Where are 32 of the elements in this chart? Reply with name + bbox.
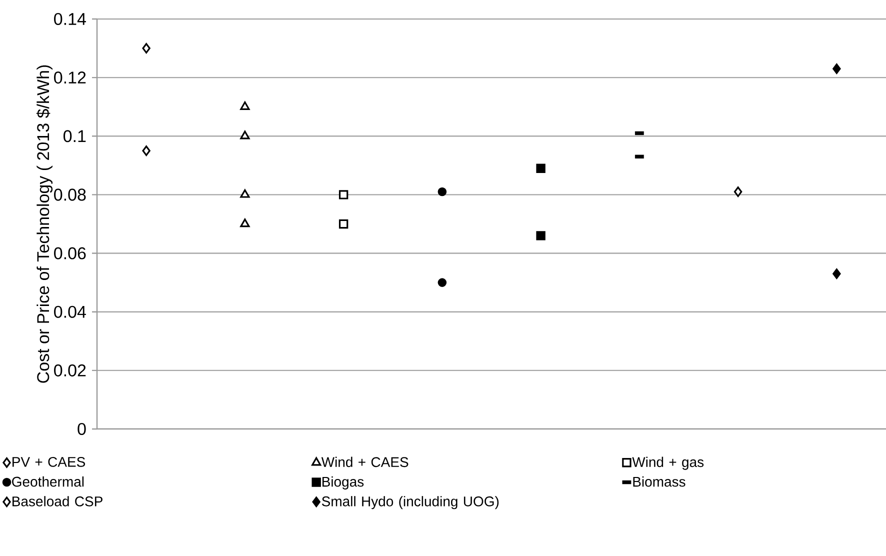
point bbox=[338, 219, 348, 229]
legend-label: Wind + gas bbox=[632, 456, 704, 470]
point bbox=[240, 101, 250, 110]
point bbox=[338, 190, 348, 200]
legend-label: Baseload CSP bbox=[12, 496, 102, 506]
point bbox=[734, 186, 742, 197]
y-tick-label: 0.14 bbox=[54, 12, 86, 26]
y-tick-label: 0.08 bbox=[54, 188, 86, 201]
point bbox=[832, 268, 841, 279]
legend-label: Biomass bbox=[633, 476, 686, 487]
legend-label: Wind + CAES bbox=[321, 456, 408, 468]
point bbox=[536, 231, 546, 240]
point bbox=[438, 278, 447, 287]
point bbox=[240, 189, 250, 198]
y-tick-label: 0 bbox=[78, 422, 86, 436]
legend-label: Small Hydo (including UOG) bbox=[322, 496, 499, 510]
y-axis-title: Cost or Price of Technology ( 2013 $/kWh) bbox=[36, 65, 53, 383]
legend-label: PV + CAES bbox=[12, 456, 86, 467]
y-tick-label: 0.04 bbox=[54, 306, 86, 318]
legend-label: Geothermal bbox=[12, 476, 84, 487]
y-tick-label: 0.06 bbox=[54, 247, 86, 260]
point bbox=[240, 130, 250, 140]
point bbox=[142, 43, 150, 54]
point bbox=[240, 218, 250, 228]
legend-label: Biogas bbox=[322, 476, 364, 490]
point bbox=[438, 187, 447, 196]
point bbox=[142, 146, 150, 156]
y-tick-label: 0.1 bbox=[64, 130, 86, 142]
point bbox=[832, 64, 841, 74]
point bbox=[536, 164, 546, 173]
y-tick-label: 0.12 bbox=[54, 72, 86, 84]
y-tick-label: 0.02 bbox=[54, 364, 86, 376]
